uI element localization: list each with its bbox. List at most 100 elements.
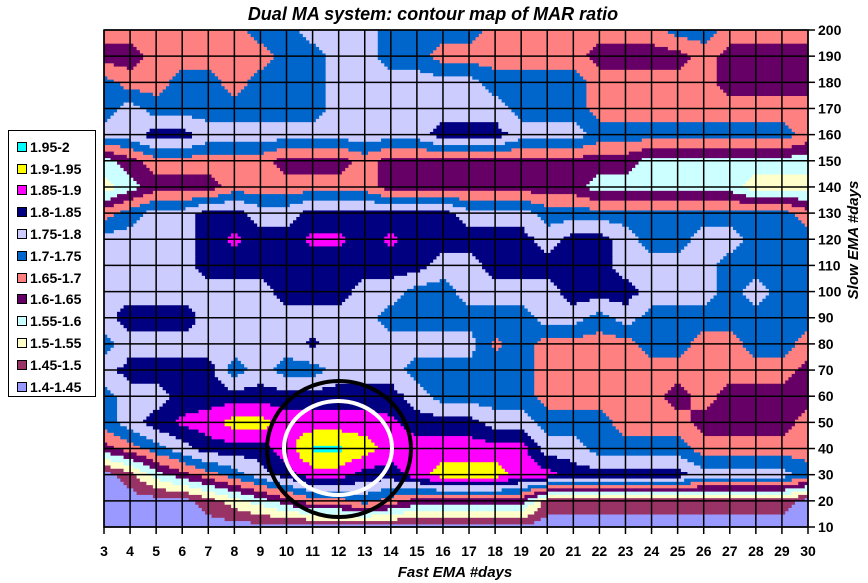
contour-band-cell	[420, 69, 578, 74]
contour-band-cell	[133, 147, 278, 152]
contour-band-cell	[622, 275, 718, 280]
contour-band-cell	[592, 46, 669, 51]
contour-band-cell	[270, 402, 411, 407]
contour-band-cell	[104, 379, 131, 384]
contour-band-cell	[195, 216, 252, 221]
contour-band-cell	[117, 412, 151, 417]
contour-band-cell	[146, 415, 180, 420]
contour-band-cell	[547, 222, 552, 227]
y-tick-label: 140	[818, 179, 842, 195]
contour-band-cell	[120, 422, 147, 427]
contour-band-cell	[547, 432, 623, 437]
contour-band-cell	[188, 441, 268, 446]
contour-band-cell	[576, 193, 747, 198]
contour-band-cell	[188, 304, 389, 309]
contour-band-cell	[205, 275, 395, 280]
contour-band-cell	[397, 239, 535, 244]
contour-band-cell	[410, 373, 535, 378]
contour-band-cell	[534, 360, 806, 365]
contour-band-cell	[557, 471, 689, 476]
contour-band-cell	[690, 415, 799, 420]
contour-band-cell	[263, 464, 291, 469]
contour-band-cell	[368, 190, 532, 195]
contour-band-cell	[270, 49, 323, 54]
contour-band-cell	[325, 79, 480, 83]
contour-band-cell	[693, 422, 796, 427]
x-tick-label: 29	[774, 543, 790, 559]
contour-band-cell	[429, 52, 587, 57]
contour-band-cell	[716, 82, 809, 87]
contour-band-cell	[791, 373, 809, 378]
contour-band-cell	[156, 468, 180, 473]
contour-band-cell	[410, 360, 535, 365]
contour-band-cell	[224, 419, 271, 423]
y-tick-label: 50	[818, 414, 834, 430]
contour-band-cell	[289, 203, 454, 208]
contour-band-cell	[534, 343, 640, 348]
contour-band-cell	[126, 376, 219, 381]
contour-band-cell	[524, 507, 539, 512]
contour-band-cell	[214, 177, 379, 182]
contour-band-cell	[104, 131, 147, 136]
contour-band-cell	[452, 285, 558, 289]
legend-item: 1.4-1.45	[17, 376, 95, 398]
contour-band-cell	[149, 200, 226, 204]
contour-band-cell	[713, 33, 809, 38]
contour-band-cell	[192, 324, 385, 329]
contour-band-cell	[218, 376, 415, 381]
contour-band-cell	[615, 425, 698, 430]
x-tick-label: 6	[178, 543, 186, 559]
contour-band-cell	[641, 147, 809, 152]
contour-band-cell	[433, 128, 503, 132]
contour-band-cell	[354, 491, 369, 495]
contour-band-cell	[198, 504, 232, 508]
contour-band-cell	[351, 288, 408, 293]
contour-band-cell	[306, 487, 382, 492]
contour-band-cell	[508, 477, 548, 482]
contour-band-cell	[524, 494, 539, 499]
y-tick-label: 110	[818, 257, 841, 273]
contour-band-cell	[322, 111, 516, 116]
contour-band-cell	[498, 121, 578, 126]
contour-band-cell	[612, 258, 721, 263]
x-tick-label: 28	[748, 543, 764, 559]
contour-band-cell	[192, 134, 438, 139]
contour-band-cell	[133, 43, 265, 47]
x-tick-label: 27	[722, 543, 738, 559]
contour-band-cell	[104, 235, 196, 240]
x-tick-label: 24	[644, 543, 660, 559]
contour-band-cell	[110, 389, 167, 394]
contour-band-cell	[602, 409, 692, 414]
contour-band-cell	[315, 373, 411, 378]
legend-item: 1.45-1.5	[17, 354, 95, 376]
contour-band-cell	[381, 477, 395, 482]
contour-band-cell	[498, 95, 587, 100]
contour-band-cell	[126, 356, 209, 361]
contour-band-cell	[387, 327, 809, 332]
contour-band-cell	[341, 301, 395, 306]
contour-band-cell	[126, 484, 154, 489]
contour-band-cell	[104, 206, 131, 211]
contour-band-cell	[618, 271, 718, 276]
contour-band-cell	[566, 298, 591, 302]
contour-band-cell	[110, 464, 134, 469]
contour-band-cell	[280, 455, 301, 459]
contour-band-cell	[736, 229, 809, 234]
contour-band-cell	[195, 222, 258, 227]
contour-band-cell	[104, 304, 125, 309]
contour-band-cell	[550, 222, 623, 227]
contour-band-cell	[149, 412, 187, 417]
contour-band-cell	[534, 520, 809, 525]
contour-band-cell	[165, 445, 193, 450]
contour-band-cell	[188, 327, 389, 332]
contour-band-cell	[377, 39, 473, 44]
contour-band-cell	[104, 311, 118, 316]
contour-band-cell	[358, 281, 428, 286]
contour-band-cell	[139, 49, 271, 54]
contour-band-cell	[765, 285, 809, 289]
contour-band-cell	[553, 245, 614, 250]
contour-band-cell	[120, 435, 147, 440]
x-tick-label: 18	[487, 543, 503, 559]
contour-band-cell	[527, 504, 542, 508]
